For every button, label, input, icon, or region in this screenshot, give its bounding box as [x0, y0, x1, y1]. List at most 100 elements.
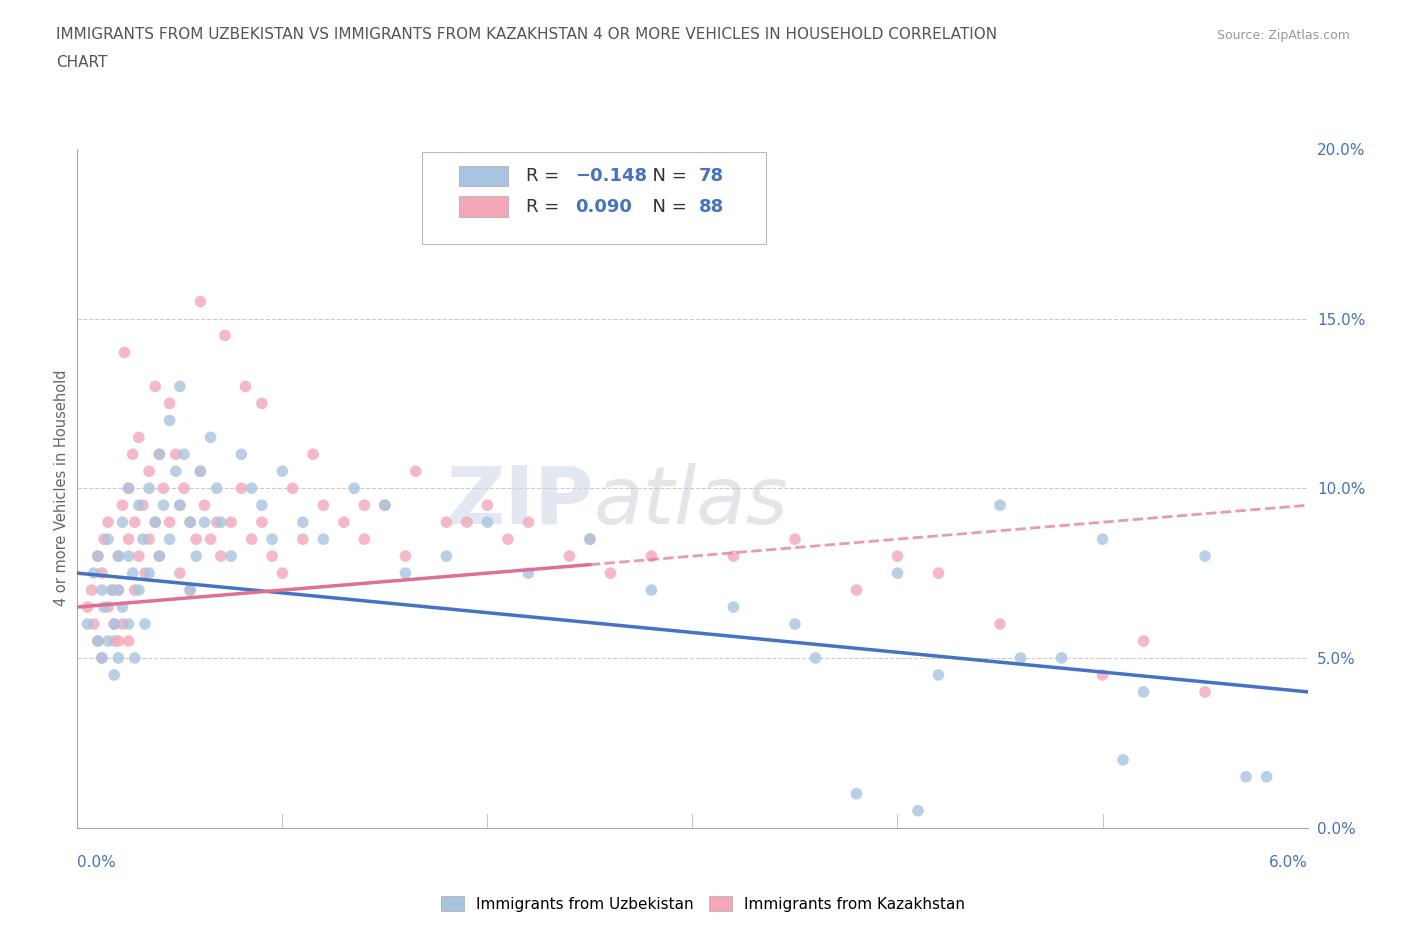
- Legend: Immigrants from Uzbekistan, Immigrants from Kazakhstan: Immigrants from Uzbekistan, Immigrants f…: [434, 889, 972, 918]
- Point: [97, 633, 120, 648]
- Point: [579, 532, 602, 547]
- Point: [231, 446, 253, 461]
- Text: N =: N =: [641, 167, 692, 185]
- Point: [886, 565, 908, 580]
- Point: [111, 600, 134, 615]
- Point: [169, 498, 191, 512]
- Y-axis label: 4 or more Vehicles in Household: 4 or more Vehicles in Household: [53, 370, 69, 606]
- Point: [114, 345, 136, 360]
- Point: [723, 600, 745, 615]
- Point: [291, 532, 314, 547]
- Point: [312, 498, 335, 512]
- Point: [179, 515, 201, 530]
- Text: −0.148: −0.148: [575, 167, 648, 185]
- Point: [124, 515, 146, 530]
- Text: 0.090: 0.090: [575, 197, 633, 216]
- Point: [107, 582, 129, 598]
- Point: [117, 532, 139, 547]
- Point: [138, 481, 160, 496]
- Point: [188, 294, 212, 309]
- Point: [103, 617, 125, 631]
- Point: [107, 633, 129, 648]
- Point: [302, 446, 325, 461]
- Point: [169, 379, 191, 394]
- Point: [134, 565, 156, 580]
- Point: [186, 549, 208, 564]
- Point: [107, 549, 129, 564]
- Point: [353, 532, 375, 547]
- Point: [1112, 752, 1135, 767]
- Point: [103, 633, 125, 648]
- Point: [988, 617, 1011, 631]
- Text: 88: 88: [699, 197, 724, 216]
- Point: [477, 515, 499, 530]
- Point: [148, 446, 170, 461]
- Point: [312, 532, 335, 547]
- Point: [143, 379, 166, 394]
- Point: [90, 651, 114, 666]
- Point: [262, 549, 284, 564]
- Point: [132, 532, 155, 547]
- Text: R =: R =: [526, 197, 565, 216]
- Point: [1050, 651, 1073, 666]
- Text: ZIP: ZIP: [447, 463, 595, 541]
- Point: [179, 515, 201, 530]
- Text: IMMIGRANTS FROM UZBEKISTAN VS IMMIGRANTS FROM KAZAKHSTAN 4 OR MORE VEHICLES IN H: IMMIGRANTS FROM UZBEKISTAN VS IMMIGRANTS…: [56, 27, 997, 42]
- Point: [845, 582, 868, 598]
- Point: [271, 565, 294, 580]
- Point: [517, 565, 540, 580]
- Point: [148, 549, 170, 564]
- Point: [783, 617, 806, 631]
- Point: [214, 328, 236, 343]
- Point: [188, 464, 212, 479]
- Point: [90, 565, 114, 580]
- Point: [250, 515, 273, 530]
- FancyBboxPatch shape: [458, 196, 508, 217]
- Point: [640, 582, 662, 598]
- Point: [117, 549, 139, 564]
- Point: [159, 396, 181, 411]
- Point: [148, 446, 170, 461]
- Point: [90, 651, 114, 666]
- Point: [128, 430, 150, 445]
- Point: [436, 515, 458, 530]
- Point: [209, 549, 232, 564]
- Point: [124, 651, 146, 666]
- Text: R =: R =: [526, 167, 565, 185]
- Point: [165, 464, 187, 479]
- Point: [152, 498, 174, 512]
- Point: [343, 481, 366, 496]
- Text: atlas: atlas: [595, 463, 789, 541]
- Point: [169, 498, 191, 512]
- Point: [93, 600, 115, 615]
- Point: [138, 532, 160, 547]
- Point: [117, 617, 139, 631]
- Point: [262, 532, 284, 547]
- Point: [1010, 651, 1032, 666]
- Text: 6.0%: 6.0%: [1268, 855, 1308, 870]
- Point: [928, 668, 950, 683]
- Point: [200, 532, 222, 547]
- Point: [138, 565, 160, 580]
- Point: [83, 617, 105, 631]
- FancyBboxPatch shape: [422, 153, 766, 244]
- Point: [107, 582, 129, 598]
- Point: [496, 532, 519, 547]
- Point: [134, 617, 156, 631]
- Point: [405, 464, 427, 479]
- Text: CHART: CHART: [56, 55, 108, 70]
- Point: [200, 430, 222, 445]
- Point: [240, 481, 263, 496]
- Point: [148, 549, 170, 564]
- Point: [1194, 684, 1216, 699]
- Point: [394, 565, 416, 580]
- Point: [159, 515, 181, 530]
- Point: [93, 532, 115, 547]
- Point: [143, 515, 166, 530]
- Point: [107, 651, 129, 666]
- Point: [159, 413, 181, 428]
- Point: [124, 582, 146, 598]
- Point: [240, 532, 263, 547]
- Point: [80, 582, 103, 598]
- Point: [517, 515, 540, 530]
